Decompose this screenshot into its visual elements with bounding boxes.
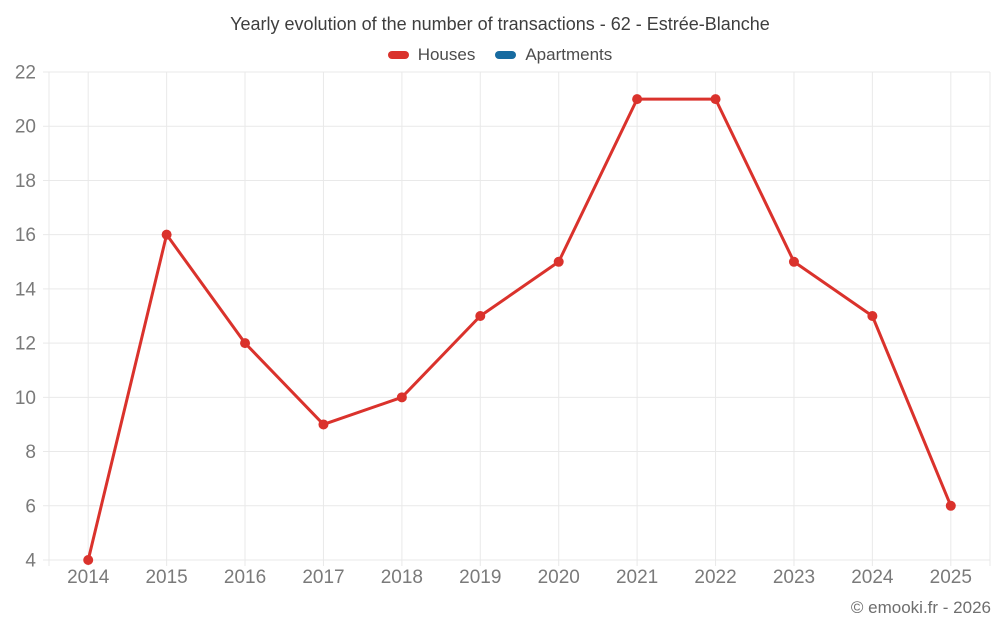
legend-item-houses[interactable]: Houses	[387, 45, 476, 65]
houses-data-point[interactable]	[788, 256, 799, 267]
houses-swatch-icon	[387, 51, 409, 59]
chart-legend: Houses Apartments	[0, 45, 1000, 65]
y-tick-label: 10	[15, 388, 36, 409]
y-tick-label: 22	[15, 63, 36, 84]
x-tick-label: 2019	[459, 567, 501, 588]
x-tick-label: 2015	[145, 567, 187, 588]
x-tick-label: 2022	[694, 567, 736, 588]
legend-label-apartments: Apartments	[525, 45, 613, 64]
y-tick-label: 12	[15, 334, 36, 355]
y-tick-label: 6	[25, 496, 36, 517]
houses-data-point[interactable]	[553, 256, 564, 267]
houses-data-point[interactable]	[318, 419, 329, 430]
houses-data-point[interactable]	[83, 555, 94, 565]
x-tick-label: 2023	[773, 567, 815, 588]
houses-data-point[interactable]	[161, 229, 172, 240]
legend-label-houses: Houses	[417, 45, 476, 64]
x-tick-label: 2016	[224, 567, 266, 588]
x-tick-label: 2014	[67, 567, 110, 588]
x-tick-label: 2021	[616, 567, 658, 588]
legend-item-apartments[interactable]: Apartments	[495, 45, 612, 65]
y-tick-label: 18	[15, 171, 36, 192]
x-tick-label: 2017	[302, 567, 344, 588]
houses-series-line	[86, 97, 953, 561]
y-tick-label: 16	[15, 225, 36, 246]
houses-data-point[interactable]	[396, 392, 407, 403]
apartments-swatch-icon	[495, 51, 517, 59]
x-tick-label: 2024	[851, 567, 894, 588]
houses-data-point[interactable]	[475, 311, 486, 321]
houses-data-point[interactable]	[945, 500, 956, 511]
y-tick-label: 14	[15, 279, 37, 300]
x-tick-label: 2020	[538, 567, 580, 588]
x-tick-label: 2018	[381, 567, 423, 588]
x-tick-label: 2025	[930, 567, 972, 588]
copyright: © emooki.fr - 2026	[850, 598, 991, 617]
houses-data-point[interactable]	[240, 338, 251, 349]
y-tick-label: 20	[15, 117, 36, 138]
houses-data-point[interactable]	[867, 311, 878, 321]
y-tick-label: 8	[25, 442, 36, 463]
houses-data-point[interactable]	[632, 94, 643, 105]
y-tick-label: 4	[25, 551, 36, 572]
chart-title: Yearly evolution of the number of transa…	[230, 14, 770, 34]
houses-data-point[interactable]	[710, 94, 721, 105]
